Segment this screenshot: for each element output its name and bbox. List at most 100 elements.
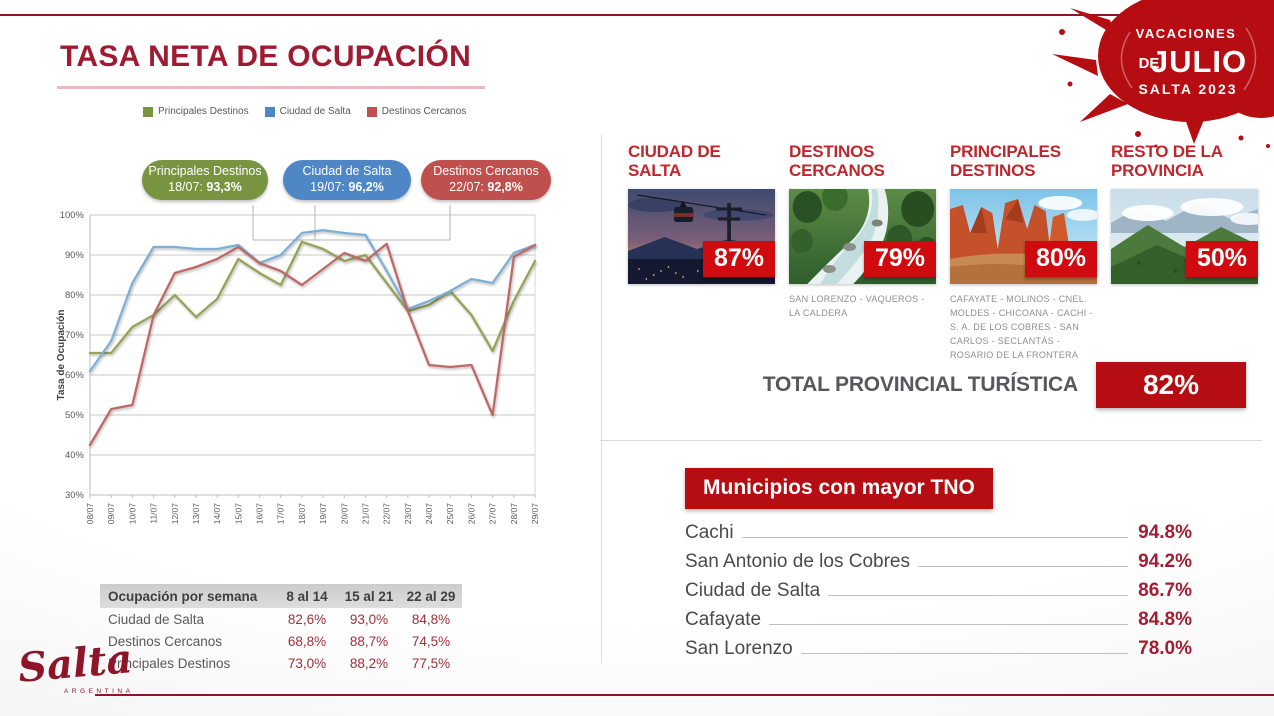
destination-card-title: CIUDAD DE SALTA (628, 142, 721, 180)
x-tick-label: 28/07 (509, 503, 519, 525)
weekly-occupancy-table: Ocupación por semana 8 al 14 15 al 21 22 al… (100, 584, 462, 674)
x-tick-label: 29/07 (530, 503, 540, 525)
top-rule (0, 14, 1274, 16)
occupancy-line-chart: 100% 90% 80% 70% 60% 50% 40% 30% 08/07 09/07 10/07… (55, 205, 560, 553)
table-row: Ciudad de Salta 82,6% 93,0% 84,8% (100, 608, 462, 630)
municipio-name: San Antonio de los Cobres (685, 551, 910, 572)
leader-line (828, 595, 1129, 596)
legend-swatch-icon (143, 106, 153, 117)
leader-line (769, 624, 1129, 625)
callout-value: 22/07: 92,8% (449, 180, 523, 194)
x-tick-label: 11/07 (149, 503, 159, 524)
legend-swatch-icon (264, 106, 275, 117)
destination-card: DESTINOS CERCANOS 79% SAN LORENZO - VAQUE… (789, 142, 936, 363)
occupancy-percentage-badge: 80% (1024, 241, 1097, 277)
leader-line (741, 537, 1129, 538)
splash-de: DE (1139, 55, 1160, 72)
occupancy-percentage-badge: 50% (1185, 241, 1258, 277)
table-header-cell: 22 al 29 (406, 588, 456, 604)
x-tick-label: 16/07 (255, 503, 265, 525)
table-row-label: Destinos Cercanos (108, 633, 223, 649)
total-provincial-value-badge: 82% (1096, 362, 1246, 408)
legend-label: Ciudad de Salta (279, 106, 351, 117)
municipio-row: Ciudad de Salta 86.7% (685, 580, 1192, 609)
x-tick-label: 20/07 (339, 503, 349, 525)
y-axis-title: Tasa de Ocupación (56, 310, 67, 401)
municipio-row: San Lorenzo 78.0% (685, 638, 1192, 667)
bottom-rule (95, 694, 1274, 696)
vertical-divider (601, 135, 602, 663)
callout-pill: Ciudad de Salta 19/07: 96,2% (283, 160, 411, 200)
page-title: TASA NETA DE OCUPACIÓN (60, 40, 472, 73)
total-provincial-label: TOTAL PROVINCIAL TURÍSTICA (762, 373, 1078, 396)
callout-pill: Principales Destinos 18/07: 93,3% (142, 160, 268, 200)
destination-cards: CIUDAD DE SALTA 87% DESTINOS CERCANOS (628, 142, 1258, 363)
splash-line3: SALTA 2023 (1138, 81, 1237, 97)
table-cell-value: 88,2% (349, 655, 389, 671)
municipio-value: 94.8% (1138, 522, 1192, 543)
destination-card: PRINCIPALES DESTINOS 80% CAFAYATE - MOLIN… (950, 142, 1097, 363)
table-cell-value: 82,6% (287, 611, 327, 627)
table-cell-value: 88,7% (349, 633, 389, 649)
x-tick-label: 23/07 (403, 503, 413, 525)
destination-photo: 87% (628, 189, 775, 284)
occupancy-percentage-badge: 87% (702, 241, 775, 277)
x-tick-label: 26/07 (466, 503, 476, 525)
x-tick-label: 21/07 (360, 503, 370, 525)
city-photo-illustration (628, 189, 775, 284)
y-tick-label: 40% (65, 450, 85, 461)
horizontal-divider (600, 440, 1262, 441)
series-line-ciudad-de-salta (88, 229, 537, 373)
y-tick-label: 90% (65, 250, 85, 261)
leader-line (918, 566, 1129, 567)
legend-swatch-icon (366, 106, 377, 117)
callout-value: 19/07: 96,2% (310, 180, 384, 194)
x-tick-label: 09/07 (106, 503, 116, 525)
table-row-label: Ciudad de Salta (108, 611, 205, 627)
occupancy-percentage-badge: 79% (863, 241, 936, 277)
salta-logo: Salta (16, 635, 135, 692)
x-tick-label: 22/07 (382, 503, 392, 525)
splash-line1: VACACIONES (1136, 26, 1237, 41)
destination-photo: 80% (950, 189, 1097, 284)
callout-connectors (252, 205, 451, 241)
municipio-value: 78.0% (1138, 638, 1192, 659)
callout-pill: Destinos Cercanos 22/07: 92,8% (421, 160, 551, 200)
y-tick-label: 70% (65, 330, 85, 341)
municipios-list: Cachi 94.8% San Antonio de los Cobres 94.2%… (685, 522, 1192, 667)
x-tick-label: 19/07 (318, 503, 328, 525)
municipios-title-badge: Municipios con mayor TNO (685, 468, 993, 509)
y-tick-label: 80% (65, 290, 85, 301)
municipio-row: Cachi 94.8% (685, 522, 1192, 551)
municipio-name: Cafayate (685, 609, 762, 630)
x-tick-label: 13/07 (191, 503, 201, 525)
destination-card-title: PRINCIPALES DESTINOS (950, 142, 1061, 180)
table-cell-value: 77,5% (411, 655, 451, 671)
table-row: Principales Destinos 73,0% 88,2% 77,5% (100, 652, 462, 674)
y-tick-label: 30% (65, 490, 85, 501)
table-header-cell: 8 al 14 (286, 588, 328, 604)
x-tick-label: 24/07 (424, 503, 434, 525)
municipio-value: 86.7% (1138, 580, 1192, 601)
table-cell-value: 93,0% (349, 611, 389, 627)
legend-item: Principales Destinos (143, 106, 249, 117)
legend-item: Destinos Cercanos (366, 106, 467, 117)
callout-series-name: Principales Destinos (148, 164, 262, 179)
municipio-name: Ciudad de Salta (685, 580, 821, 601)
callout-value: 18/07: 93,3% (168, 180, 242, 194)
municipio-value: 94.2% (1138, 551, 1192, 572)
municipio-value: 84.8% (1138, 609, 1192, 630)
x-tick-label: 18/07 (297, 503, 307, 525)
x-tick-label: 27/07 (488, 503, 498, 525)
salta-logo-subtitle: ARGENTINA (64, 688, 134, 695)
x-tick-label: 12/07 (170, 503, 180, 525)
legend-label: Principales Destinos (158, 106, 249, 117)
table-cell-value: 74,5% (411, 633, 451, 649)
y-tick-label: 100% (60, 210, 85, 221)
legend-label: Destinos Cercanos (381, 106, 467, 117)
destination-localities-caption: SAN LORENZO - VAQUEROS - LA CALDERA (789, 294, 925, 318)
table-cell-value: 68,8% (287, 633, 327, 649)
destination-card: CIUDAD DE SALTA 87% (628, 142, 775, 363)
table-cell-value: 73,0% (287, 655, 327, 671)
municipio-row: Cafayate 84.8% (685, 609, 1192, 638)
